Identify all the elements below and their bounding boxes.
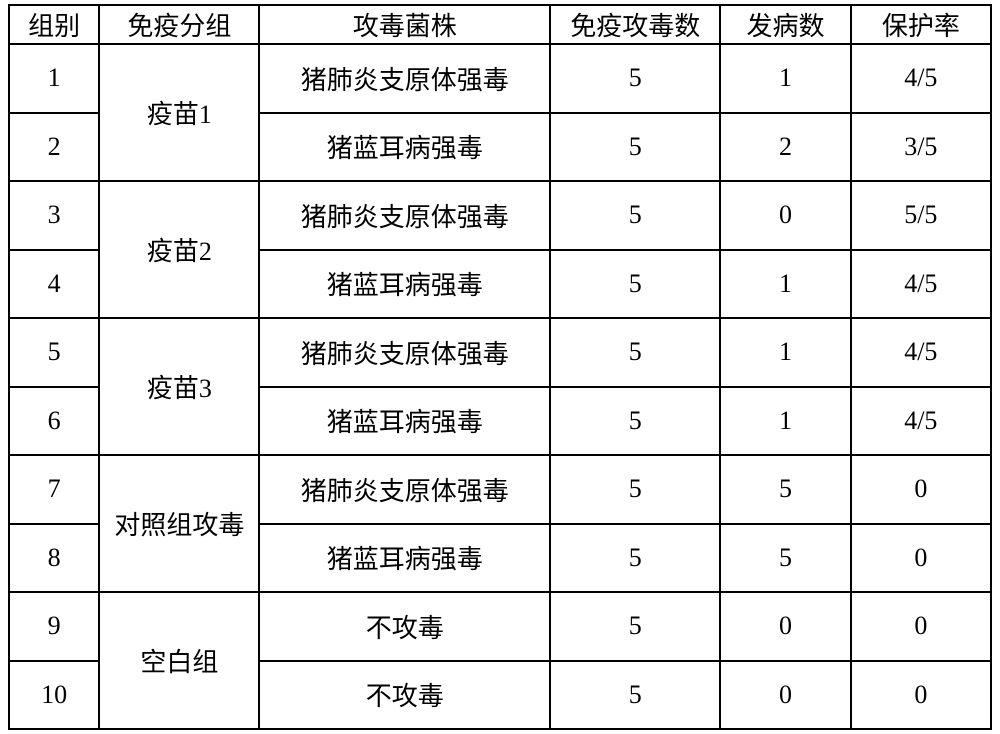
cell-sick: 1 (720, 387, 850, 456)
col-header-group-no: 组别 (9, 5, 99, 44)
cell-group-no: 1 (9, 44, 99, 113)
col-header-sick: 发病数 (720, 5, 850, 44)
cell-immune-grp: 空白组 (99, 592, 259, 729)
cell-challenge: 5 (550, 44, 720, 113)
cell-protect: 4/5 (851, 387, 991, 456)
cell-immune-grp: 疫苗2 (99, 181, 259, 318)
cell-protect: 0 (851, 524, 991, 593)
cell-group-no: 9 (9, 592, 99, 661)
cell-strain: 猪肺炎支原体强毒 (259, 181, 550, 250)
cell-protect: 3/5 (851, 113, 991, 182)
cell-sick: 0 (720, 181, 850, 250)
cell-protect: 0 (851, 455, 991, 524)
cell-sick: 1 (720, 318, 850, 387)
cell-challenge: 5 (550, 250, 720, 319)
cell-protect: 4/5 (851, 44, 991, 113)
cell-group-no: 5 (9, 318, 99, 387)
cell-sick: 5 (720, 524, 850, 593)
cell-strain: 猪肺炎支原体强毒 (259, 318, 550, 387)
cell-challenge: 5 (550, 181, 720, 250)
col-header-strain: 攻毒菌株 (259, 5, 550, 44)
cell-strain: 猪肺炎支原体强毒 (259, 455, 550, 524)
cell-challenge: 5 (550, 592, 720, 661)
table-container: 组别 免疫分组 攻毒菌株 免疫攻毒数 发病数 保护率 1 疫苗1 猪肺炎支原体强… (0, 0, 1000, 734)
cell-protect: 4/5 (851, 318, 991, 387)
cell-group-no: 3 (9, 181, 99, 250)
table-row: 1 疫苗1 猪肺炎支原体强毒 5 1 4/5 (9, 44, 991, 113)
cell-sick: 5 (720, 455, 850, 524)
table-row: 5 疫苗3 猪肺炎支原体强毒 5 1 4/5 (9, 318, 991, 387)
cell-group-no: 6 (9, 387, 99, 456)
cell-challenge: 5 (550, 318, 720, 387)
cell-group-no: 8 (9, 524, 99, 593)
cell-group-no: 7 (9, 455, 99, 524)
cell-strain: 猪蓝耳病强毒 (259, 113, 550, 182)
cell-strain: 猪蓝耳病强毒 (259, 250, 550, 319)
cell-strain: 不攻毒 (259, 661, 550, 730)
cell-sick: 0 (720, 661, 850, 730)
cell-challenge: 5 (550, 661, 720, 730)
cell-challenge: 5 (550, 113, 720, 182)
cell-protect: 0 (851, 661, 991, 730)
cell-sick: 1 (720, 250, 850, 319)
cell-protect: 0 (851, 592, 991, 661)
table-row: 7 对照组攻毒 猪肺炎支原体强毒 5 5 0 (9, 455, 991, 524)
cell-sick: 1 (720, 44, 850, 113)
cell-group-no: 2 (9, 113, 99, 182)
vaccine-study-table: 组别 免疫分组 攻毒菌株 免疫攻毒数 发病数 保护率 1 疫苗1 猪肺炎支原体强… (8, 4, 992, 730)
cell-protect: 5/5 (851, 181, 991, 250)
col-header-challenge: 免疫攻毒数 (550, 5, 720, 44)
cell-strain: 猪蓝耳病强毒 (259, 524, 550, 593)
cell-strain: 猪蓝耳病强毒 (259, 387, 550, 456)
cell-immune-grp: 疫苗1 (99, 44, 259, 181)
cell-group-no: 4 (9, 250, 99, 319)
cell-protect: 4/5 (851, 250, 991, 319)
table-row: 9 空白组 不攻毒 5 0 0 (9, 592, 991, 661)
cell-challenge: 5 (550, 455, 720, 524)
cell-sick: 2 (720, 113, 850, 182)
cell-challenge: 5 (550, 387, 720, 456)
col-header-protect: 保护率 (851, 5, 991, 44)
cell-strain: 猪肺炎支原体强毒 (259, 44, 550, 113)
cell-immune-grp: 对照组攻毒 (99, 455, 259, 592)
col-header-immune-grp: 免疫分组 (99, 5, 259, 44)
cell-immune-grp: 疫苗3 (99, 318, 259, 455)
cell-strain: 不攻毒 (259, 592, 550, 661)
table-header-row: 组别 免疫分组 攻毒菌株 免疫攻毒数 发病数 保护率 (9, 5, 991, 44)
cell-sick: 0 (720, 592, 850, 661)
cell-group-no: 10 (9, 661, 99, 730)
cell-challenge: 5 (550, 524, 720, 593)
table-row: 3 疫苗2 猪肺炎支原体强毒 5 0 5/5 (9, 181, 991, 250)
